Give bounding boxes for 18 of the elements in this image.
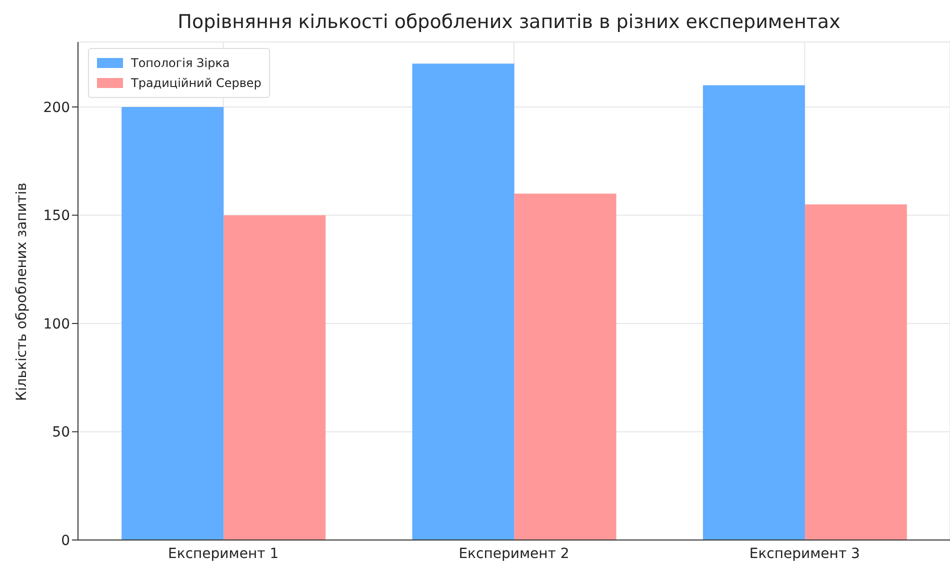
x-tick-label: Експеримент 1: [168, 546, 279, 562]
y-tick-label: 150: [43, 208, 70, 224]
y-tick-label: 0: [61, 532, 70, 549]
legend-label: Традиційний Сервер: [131, 75, 262, 92]
y-tick-label: 200: [43, 100, 70, 116]
bar: [702, 85, 805, 540]
legend-label: Топологія Зірка: [131, 55, 230, 72]
bar: [412, 64, 514, 540]
y-axis-title: Кількість оброблених запитів: [14, 182, 30, 401]
bar: [804, 204, 907, 540]
y-tick-label: 100: [43, 316, 70, 332]
bar: [224, 215, 326, 540]
bar: [514, 194, 616, 540]
bar: [122, 106, 224, 540]
y-tick-label: 50: [52, 424, 70, 441]
chart-title: Порівняння кількості оброблених запитів в різних експериментах: [176, 10, 842, 35]
x-tick-label: Експеримент 3: [749, 546, 860, 562]
x-tick-label: Експеримент 2: [458, 546, 570, 562]
